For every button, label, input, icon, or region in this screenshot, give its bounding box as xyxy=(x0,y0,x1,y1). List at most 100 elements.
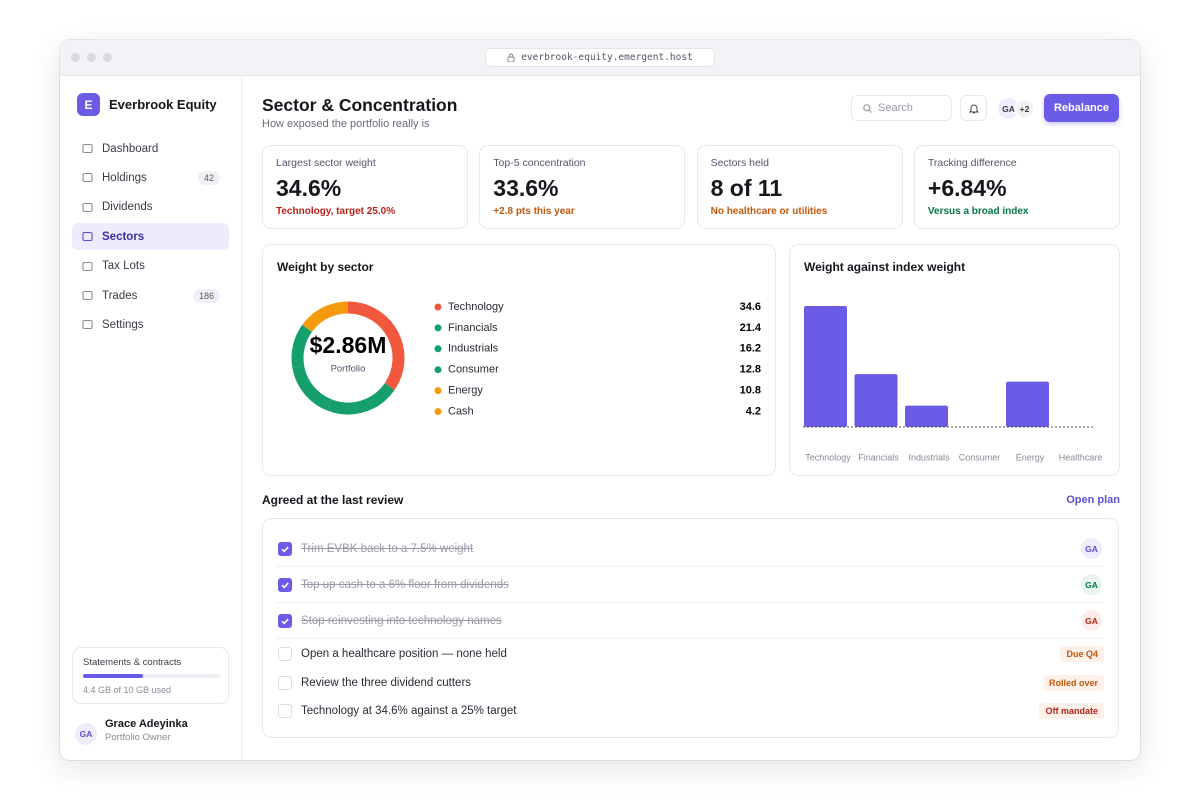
page-title: Sector & Concentration xyxy=(262,95,458,115)
review-card: Trim EVBK back to a 7.5% weight GA Top up … xyxy=(262,518,1119,738)
kpi-card: Largest sector weight 34.6% Technology, ta… xyxy=(262,145,468,229)
nav-item[interactable]: Dashboard xyxy=(72,135,229,162)
nav-label: Dashboard xyxy=(102,142,159,155)
legend-value: 21.4 xyxy=(740,322,762,334)
item-text: Open a healthcare position — none held xyxy=(301,648,507,660)
kpi-label: Sectors held xyxy=(710,157,769,169)
review-item: Top up cash to a 6% floor from dividends… xyxy=(263,573,1118,597)
legend-dot xyxy=(434,324,442,332)
sidebar: E Everbrook Equity Dashboard Holdings 42 Di… xyxy=(60,76,242,760)
window-dot xyxy=(103,53,112,62)
legend-value: 10.8 xyxy=(740,385,761,397)
nav-item[interactable]: Trades 186 xyxy=(72,282,229,309)
checkbox[interactable] xyxy=(278,704,292,718)
checkbox[interactable] xyxy=(278,578,292,592)
bell-icon xyxy=(968,104,979,113)
legend-label: Financials xyxy=(448,322,498,334)
legend-label: Consumer xyxy=(448,364,499,376)
kpi-card: Sectors held 8 of 11 No healthcare or util… xyxy=(696,145,903,229)
nav-icon xyxy=(82,173,93,183)
nav-icon xyxy=(82,320,93,330)
kpi-card: Tracking difference +6.84% Versus a broad … xyxy=(913,145,1120,229)
checkbox[interactable] xyxy=(278,676,292,690)
item-avatar: GA xyxy=(1081,610,1102,631)
nav-label: Holdings xyxy=(102,171,147,184)
checkbox[interactable] xyxy=(278,647,292,661)
window-dot xyxy=(87,53,96,62)
lock-icon xyxy=(507,53,515,62)
bar xyxy=(854,374,898,427)
bar-chart: Technology Financials Industrials Consumer E… xyxy=(803,306,1103,462)
row-divider xyxy=(277,602,1104,603)
nav-item[interactable]: Holdings 42 xyxy=(72,164,229,191)
storage-card: Statements & contracts 4.4 GB of 10 GB u… xyxy=(72,647,229,704)
nav-item[interactable]: Sectors xyxy=(72,223,229,251)
kpi-note: Technology, target 25.0% xyxy=(276,206,396,217)
item-avatar: GA xyxy=(1081,538,1102,559)
donut-center-value: $2.86M xyxy=(310,332,387,358)
storage-fill xyxy=(83,674,144,678)
search-placeholder: Search xyxy=(878,102,913,114)
kpi-value: 33.6% xyxy=(493,175,559,201)
row-divider xyxy=(277,566,1104,567)
nav-icon xyxy=(82,202,93,212)
item-text: Trim EVBK back to a 7.5% weight xyxy=(301,543,474,555)
item-text: Review the three dividend cutters xyxy=(301,677,472,689)
item-avatar: GA xyxy=(1081,574,1102,595)
kpi-label: Tracking difference xyxy=(927,157,1017,169)
donut-chart: Technology 34.6 Financials 21.4 Industrials 1… xyxy=(291,301,762,417)
donut-segment xyxy=(327,383,395,415)
review-item: Review the three dividend cutters Rolled … xyxy=(263,671,1118,695)
nav-label: Settings xyxy=(102,318,144,331)
x-tick-label: Healthcare xyxy=(1059,452,1103,462)
nav-item[interactable]: Tax Lots xyxy=(72,253,229,280)
donut-card: Weight by sector Technology 34.6 Financial… xyxy=(262,244,776,476)
nav-item[interactable]: Dividends xyxy=(72,194,229,221)
legend-label: Cash xyxy=(448,405,474,417)
x-tick-label: Financials xyxy=(858,452,899,462)
bar xyxy=(1006,381,1049,427)
user-avatar: GA xyxy=(75,723,97,745)
brand-logo: E xyxy=(77,93,100,116)
review-item: Stop reinvesting into technology names GA xyxy=(263,609,1118,633)
search-box[interactable]: Search xyxy=(851,95,952,121)
checkbox[interactable] xyxy=(278,542,292,556)
legend-dot xyxy=(434,408,442,415)
donut-segment xyxy=(347,301,405,391)
x-tick-label: Industrials xyxy=(908,452,950,462)
brand-name: Everbrook Equity xyxy=(109,97,217,112)
item-tag: Rolled over xyxy=(1042,675,1104,691)
legend-value: 34.6 xyxy=(740,301,761,313)
item-tag: Due Q4 xyxy=(1060,646,1104,662)
nav-label: Dividends xyxy=(102,201,153,214)
donut-segment xyxy=(291,324,313,368)
x-tick-label: Energy xyxy=(1016,452,1045,462)
legend-label: Industrials xyxy=(448,343,499,355)
checkbox[interactable] xyxy=(278,614,292,628)
notifications-button[interactable] xyxy=(960,95,987,121)
kpi-card: Top-5 concentration 33.6% +2.8 pts this ye… xyxy=(479,145,686,229)
url-bar[interactable]: everbrook-equity.emergent.host xyxy=(485,48,715,67)
item-text: Top up cash to a 6% floor from dividends xyxy=(301,579,509,591)
check-icon xyxy=(281,546,289,553)
kpi-note: No healthcare or utilities xyxy=(710,206,828,217)
app-window: everbrook-equity.emergent.host E Everbro… xyxy=(60,40,1140,760)
kpi-label: Top-5 concentration xyxy=(493,157,586,169)
kpi-label: Largest sector weight xyxy=(276,157,376,169)
open-plan-link[interactable]: Open plan xyxy=(1066,494,1120,506)
nav-icon xyxy=(82,143,93,154)
rebalance-button[interactable]: Rebalance xyxy=(1044,94,1119,122)
member-more: +2 xyxy=(1014,98,1035,119)
check-icon xyxy=(281,618,289,625)
legend-label: Technology xyxy=(448,301,504,313)
card-title: Weight against index weight xyxy=(804,260,966,274)
nav-item[interactable]: Settings xyxy=(72,311,229,338)
legend-value: 16.2 xyxy=(740,343,761,355)
storage-label: 4.4 GB of 10 GB used xyxy=(83,685,172,695)
donut-segment xyxy=(292,365,332,411)
x-tick-label: Technology xyxy=(805,452,851,462)
legend-dot xyxy=(434,387,442,395)
legend-dot xyxy=(434,345,442,353)
donut-segment xyxy=(333,301,349,316)
nav-label: Trades xyxy=(102,289,138,302)
